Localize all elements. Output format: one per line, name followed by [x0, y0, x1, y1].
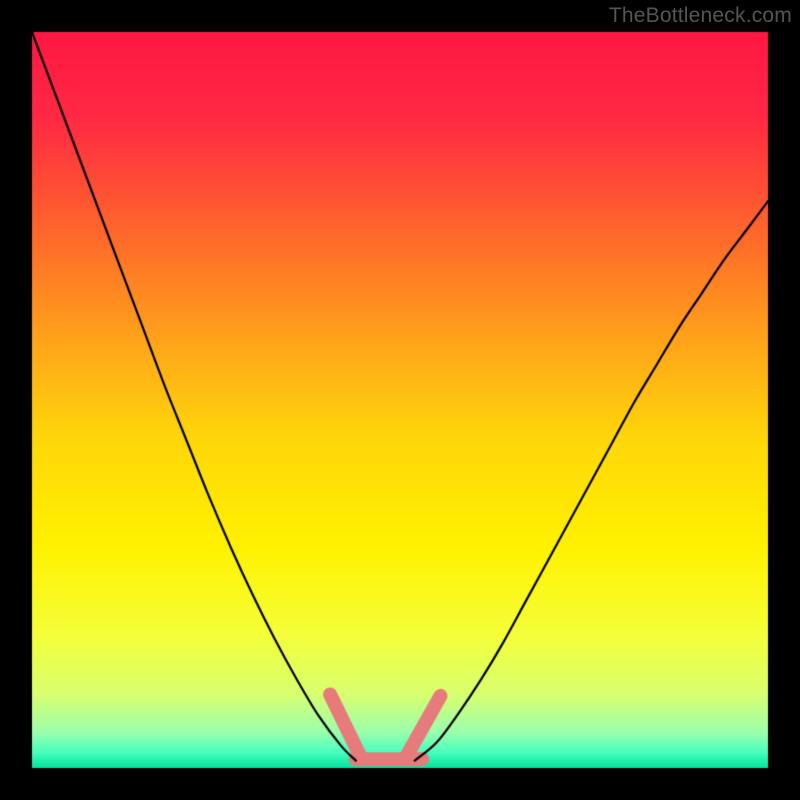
bottleneck-chart [0, 0, 800, 800]
chart-canvas-wrap [0, 0, 800, 800]
watermark-text: TheBottleneck.com [609, 4, 792, 28]
